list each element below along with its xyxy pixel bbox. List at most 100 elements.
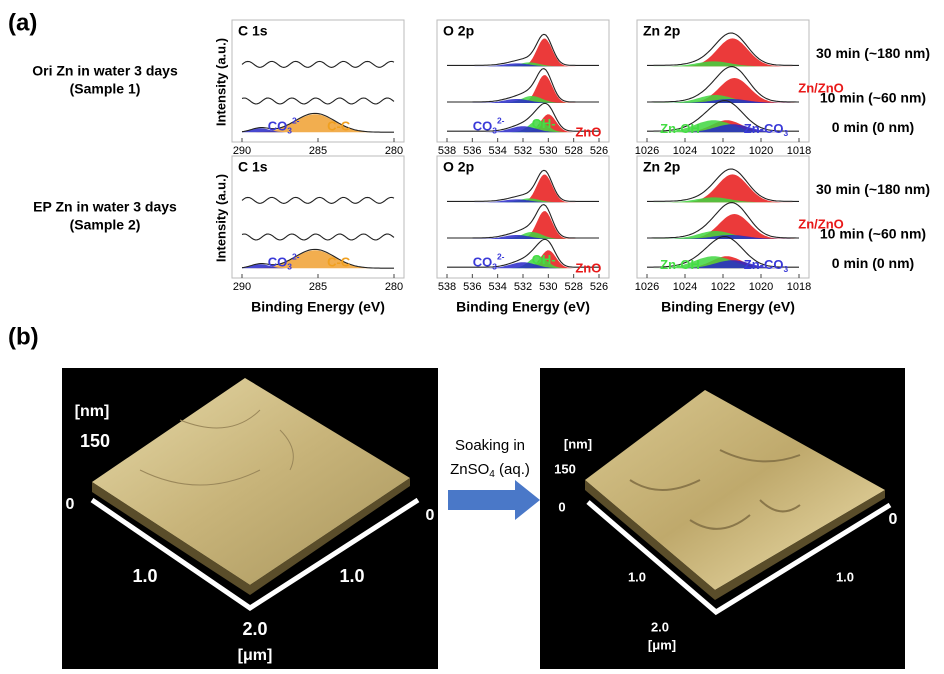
superscript: 2-: [497, 116, 505, 126]
x-tick-label: 1024: [673, 281, 697, 293]
peak-area: [242, 250, 394, 269]
afm-edge: [585, 480, 885, 600]
row-label: (Sample 2): [70, 217, 141, 233]
peak-area: [447, 235, 599, 239]
peak-label: CO32-: [268, 116, 300, 136]
peak-area: [447, 99, 599, 103]
afm-label: 150: [554, 461, 576, 476]
subscript: 3: [492, 126, 497, 136]
peak-area: [647, 197, 799, 203]
peak-label: C-C: [327, 119, 351, 134]
x-tick-label: 1026: [635, 145, 659, 157]
spectrum-line: [241, 196, 395, 204]
x-tick-label: 280: [385, 281, 403, 293]
afm-label: 0: [66, 496, 75, 513]
label-text: Zn/ZnO: [798, 81, 844, 96]
spectrum-line: [447, 238, 599, 268]
x-tick-label: 280: [385, 145, 403, 157]
x-tick-label: 1018: [787, 145, 811, 157]
spectrum-line: [447, 169, 599, 202]
peak-area: [242, 264, 394, 269]
x-axis-label: Binding Energy (eV): [251, 299, 385, 315]
spectrum-line: [647, 66, 799, 103]
spectrum-line: [241, 233, 395, 241]
peak-label: CO32-: [268, 252, 300, 272]
afm-texture: [629, 449, 801, 530]
arrow: [448, 480, 540, 520]
spectrum-line: [241, 112, 394, 133]
superscript: 2-: [292, 116, 300, 126]
peak-area: [447, 126, 599, 133]
spectrum-line: [241, 97, 395, 105]
spectrum-line: [647, 100, 799, 132]
subscript: 4: [489, 469, 495, 480]
peak-label: Zn/ZnO: [798, 217, 844, 232]
afm-label: [μm]: [648, 637, 676, 652]
time-label: 30 min (~180 nm): [816, 181, 930, 197]
afm-label: 0: [889, 511, 898, 528]
time-label: 0 min (0 nm): [832, 255, 914, 271]
afm-label: 1.0: [132, 566, 157, 586]
x-tick-label: 538: [438, 281, 456, 293]
x-tick-label: 538: [438, 145, 456, 157]
spectrum-line: [647, 168, 799, 202]
peak-label: OH-: [532, 252, 556, 267]
subscript: 3: [784, 264, 789, 274]
peak-area: [647, 61, 799, 67]
x-axis-label: Binding Energy (eV): [456, 299, 590, 315]
x-tick-label: 528: [564, 281, 582, 293]
afm-label: 0: [426, 507, 435, 524]
afm-texture: [139, 409, 294, 486]
spectrum-line: [447, 102, 599, 132]
label-text: C-C: [327, 119, 351, 134]
y-axis-label: Intensity (a.u.): [213, 174, 228, 262]
spectrum-line: [647, 32, 799, 66]
x-tick-label: 1026: [635, 281, 659, 293]
peak-area: [447, 174, 599, 203]
label-text: ZnO: [575, 261, 601, 276]
label-text: Zn-CO: [744, 121, 784, 136]
afm-label: [nm]: [75, 403, 110, 420]
afm-label: [μm]: [238, 647, 273, 664]
x-tick-label: 536: [463, 145, 481, 157]
peak-label: Zn/ZnO: [798, 81, 844, 96]
x-tick-label: 528: [564, 145, 582, 157]
x-tick-label: 1020: [749, 145, 773, 157]
x-tick-label: 290: [233, 281, 251, 293]
spectrum-line: [241, 60, 395, 68]
time-label: 10 min (~60 nm): [820, 226, 926, 242]
time-label: 10 min (~60 nm): [820, 90, 926, 106]
label-text: CO: [268, 119, 288, 134]
spectrum-line: [447, 68, 599, 103]
row-label: (Sample 1): [70, 81, 141, 97]
label-text: OH-: [532, 252, 556, 267]
afm-label: 2.0: [651, 619, 669, 634]
spectrum-line: [447, 204, 599, 239]
x-tick-label: 1022: [711, 145, 735, 157]
label-text: Zn-CO: [744, 257, 784, 272]
label-text: C-C: [327, 255, 351, 270]
spectrum-title: C 1s: [238, 159, 268, 175]
afm-surface: [585, 390, 885, 590]
spectrum-line: [447, 33, 599, 66]
superscript: 2-: [497, 252, 505, 262]
spectrum-title: O 2p: [443, 23, 474, 39]
peak-area: [447, 63, 599, 67]
peak-area: [647, 231, 799, 239]
spectrum-title: C 1s: [238, 23, 268, 39]
peak-area: [242, 114, 394, 133]
afm-surface: [92, 378, 410, 585]
x-tick-label: 530: [539, 145, 557, 157]
x-tick-label: 532: [514, 281, 532, 293]
spectrum-line: [647, 202, 799, 239]
peak-label: Zn-CO3: [744, 121, 789, 138]
peak-area: [647, 38, 799, 67]
arrow-text: Soaking in: [455, 437, 525, 454]
label-text: Zn-OH: [660, 257, 700, 272]
label-text: CO: [473, 119, 493, 134]
afm-label: [nm]: [564, 436, 592, 451]
x-tick-label: 1018: [787, 281, 811, 293]
x-tick-label: 1020: [749, 281, 773, 293]
peak-area: [647, 124, 799, 133]
afm-axis: [90, 497, 420, 611]
